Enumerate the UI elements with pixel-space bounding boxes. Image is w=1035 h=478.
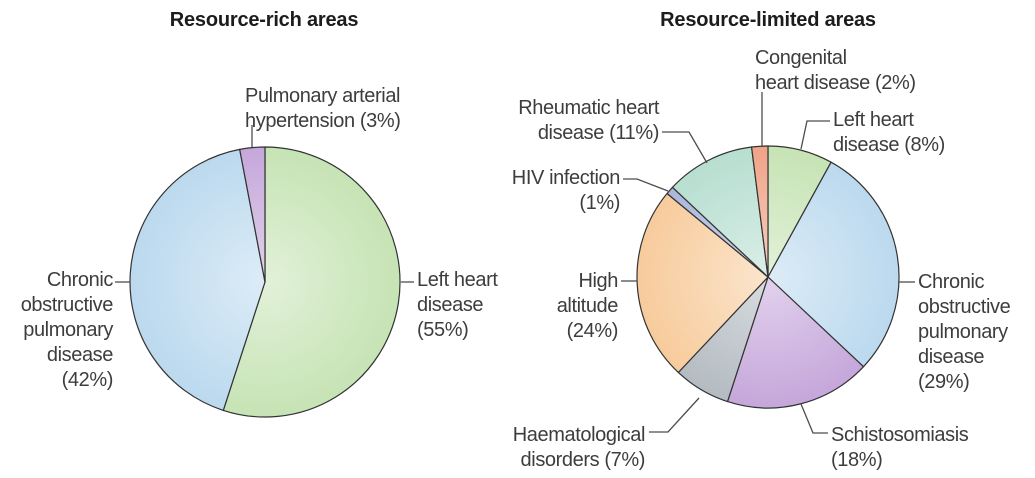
pie-slice-congenital-heart-disease (750, 145, 769, 278)
label-left-heart-disease-resource-limited: Left heart disease (8%) (833, 108, 945, 158)
pie-resource-limited (636, 145, 900, 409)
label-line: pulmonary (918, 321, 1008, 343)
label-line: disease (417, 294, 484, 316)
label-line: hypertension (3%) (245, 110, 401, 132)
leader-line (623, 178, 669, 192)
label-line: disorders (7%) (520, 449, 646, 471)
label-schistosomiasis: Schistosomiasis (18%) (831, 423, 969, 473)
pie-slice-chronic-obstructive-pulmonary-disease (767, 161, 900, 368)
label-line: disease (11%) (537, 122, 660, 144)
label-hiv-infection: HIV infection (1%) (511, 166, 621, 216)
label-line: (24%) (566, 320, 619, 342)
label-line: disease (918, 346, 985, 368)
label-line: (29%) (918, 371, 970, 393)
label-haematological-disorders: Haematological disorders (7%) (512, 423, 646, 473)
leader-line (662, 131, 708, 164)
label-left-heart-disease-resource-rich: Left heart disease (55%) (417, 268, 498, 343)
label-high-altitude: High altitude (24%) (556, 269, 619, 344)
leader-line (649, 397, 700, 433)
label-line: pulmonary (23, 319, 113, 341)
label-line: (42%) (61, 369, 114, 391)
label-congenital-heart-disease: Congenital heart disease (2%) (755, 46, 916, 96)
label-line: altitude (556, 295, 619, 317)
label-line: (18%) (831, 449, 883, 471)
label-line: disease (46, 344, 114, 366)
pie-resource-rich (129, 146, 401, 418)
label-line: (55%) (417, 319, 469, 341)
label-line: Haematological (512, 424, 646, 446)
label-line: HIV infection (511, 167, 621, 189)
chart-title-resource-limited: Resource-limited areas (660, 9, 876, 31)
pie-slice-high-altitude (636, 192, 769, 374)
pie-slice-left-heart-disease (222, 146, 401, 418)
label-line: Chronic (918, 271, 985, 293)
label-line: obstructive (918, 296, 1011, 318)
pie-slice-schistosomiasis (726, 276, 865, 409)
label-copd-resource-limited: Chronic obstructive pulmonary disease (2… (918, 270, 1011, 395)
label-line: Pulmonary arterial (245, 85, 401, 107)
label-rheumatic-heart-disease: Rheumatic heart disease (11%) (518, 96, 659, 146)
label-line: Schistosomiasis (831, 424, 969, 446)
label-pulmonary-arterial-hypertension: Pulmonary arterial hypertension (3%) (245, 84, 401, 134)
label-line: obstructive (20, 294, 114, 316)
leader-line (800, 120, 830, 150)
pie-slice-rheumatic-heart-disease (671, 146, 769, 278)
leader-line (800, 403, 828, 434)
chart-title-resource-rich: Resource-rich areas (169, 9, 359, 31)
label-line: Left heart (833, 109, 914, 131)
label-copd-resource-rich: Chronic obstructive pulmonary disease (4… (20, 268, 114, 393)
pie-slice-pulmonary-arterial-hypertension (239, 146, 266, 283)
label-line: Left heart (417, 269, 498, 291)
label-line: disease (8%) (833, 134, 945, 156)
label-line: heart disease (2%) (755, 72, 916, 94)
label-line: Congenital (755, 47, 847, 69)
label-line: (1%) (579, 192, 620, 214)
pie-slice-chronic-obstructive-pulmonary-disease (129, 148, 266, 411)
label-line: High (578, 270, 618, 292)
label-line: Chronic (46, 269, 114, 291)
label-line: Rheumatic heart (518, 97, 659, 119)
leader-lines (115, 92, 915, 434)
